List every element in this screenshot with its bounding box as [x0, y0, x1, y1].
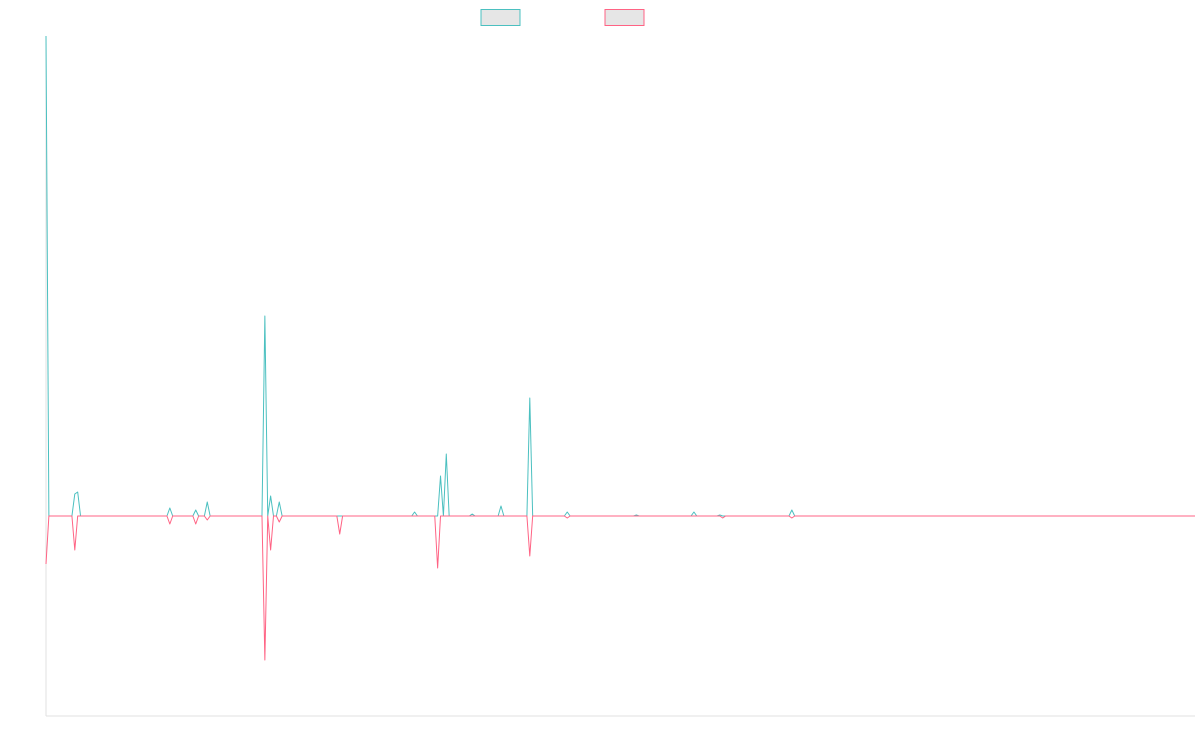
- legend-swatch-series-1[interactable]: [480, 9, 521, 26]
- series-2-line: [45, 515, 1195, 661]
- axes: [45, 36, 1195, 717]
- legend-swatch-series-2[interactable]: [604, 9, 645, 26]
- legend[interactable]: [480, 9, 645, 26]
- series-layer: [45, 35, 1195, 661]
- series-1-line: [45, 35, 1195, 517]
